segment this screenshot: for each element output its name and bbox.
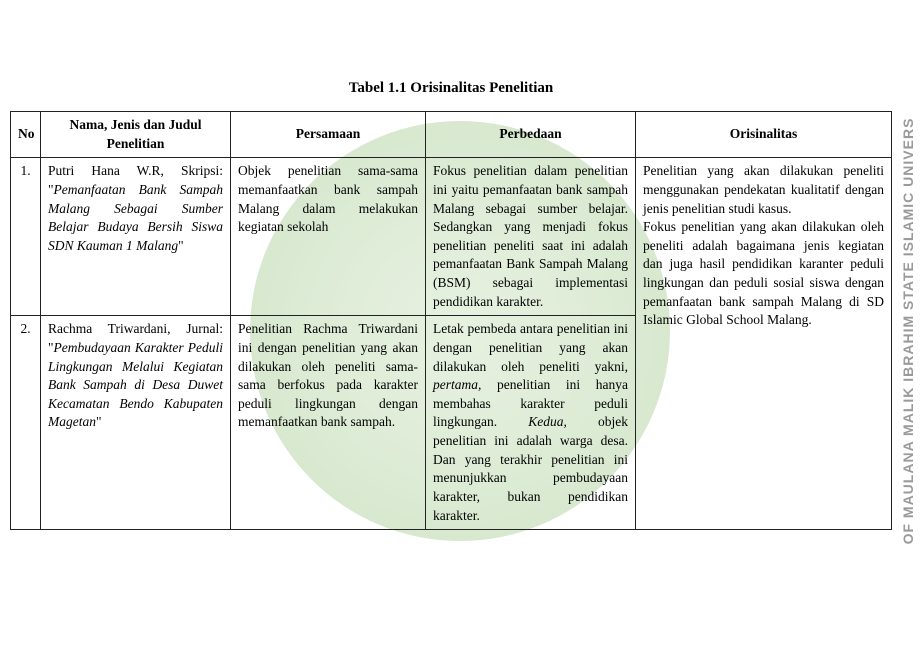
col-header-no: No xyxy=(11,112,41,158)
orisinalitas-p1: Penelitian yang akan dilakukan peneliti … xyxy=(643,163,884,215)
cell-perbedaan: Letak pembeda antara penelitian ini deng… xyxy=(426,316,636,530)
perb-i2: Kedua, xyxy=(528,414,567,429)
orisinalitas-p2: Fokus penelitian yang akan dilakukan ole… xyxy=(643,219,884,327)
cell-orisinalitas: Penelitian yang akan dilakukan peneliti … xyxy=(636,158,892,530)
cell-perbedaan: Fokus penelitian dalam penelitian ini ya… xyxy=(426,158,636,316)
nama-italic: Pembudayaan Karakter Peduli Lingkungan M… xyxy=(48,340,223,430)
table-header-row: No Nama, Jenis dan Judul Penelitian Pers… xyxy=(11,112,892,158)
cell-no: 2. xyxy=(11,316,41,530)
perb-pre: Letak pembeda antara penelitian ini deng… xyxy=(433,321,628,373)
perb-i1: pertama, xyxy=(433,377,481,392)
cell-no: 1. xyxy=(11,158,41,316)
research-table: No Nama, Jenis dan Judul Penelitian Pers… xyxy=(10,111,892,530)
table-title: Tabel 1.1 Orisinalitas Penelitian xyxy=(10,80,892,97)
nama-close: " xyxy=(96,414,102,429)
page-content: Tabel 1.1 Orisinalitas Penelitian No Nam… xyxy=(0,0,920,530)
nama-italic: Pemanfaatan Bank Sampah Malang Sebagai S… xyxy=(48,182,223,253)
perb-post: objek penelitian ini adalah warga desa. … xyxy=(433,414,628,522)
nama-close: " xyxy=(178,238,184,253)
cell-persamaan: Penelitian Rachma Triwardani ini dengan … xyxy=(231,316,426,530)
cell-nama: Rachma Triwardani, Jurnal: "Pembudayaan … xyxy=(41,316,231,530)
col-header-perbedaan: Perbedaan xyxy=(426,112,636,158)
cell-persamaan: Objek penelitian sama-sama memanfaatkan … xyxy=(231,158,426,316)
cell-nama: Putri Hana W.R, Skripsi: "Pemanfaatan Ba… xyxy=(41,158,231,316)
side-watermark-text: OF MAULANA MALIK IBRAHIM STATE ISLAMIC U… xyxy=(900,117,916,544)
col-header-orisinalitas: Orisinalitas xyxy=(636,112,892,158)
table-row: 1. Putri Hana W.R, Skripsi: "Pemanfaatan… xyxy=(11,158,892,316)
col-header-nama: Nama, Jenis dan Judul Penelitian xyxy=(41,112,231,158)
col-header-persamaan: Persamaan xyxy=(231,112,426,158)
